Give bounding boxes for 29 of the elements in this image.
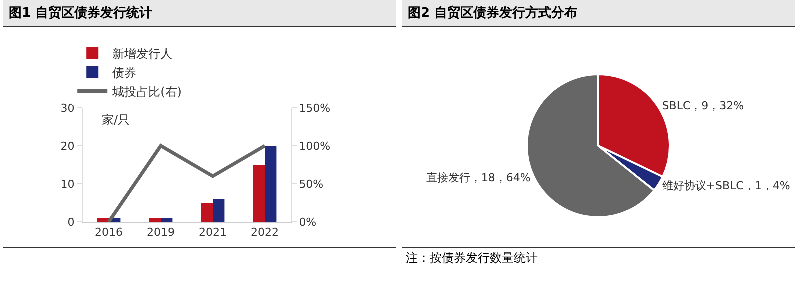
y-tick-label: 0	[68, 216, 75, 229]
chart-title: 图2 自贸区债券发行方式分布	[402, 0, 795, 27]
bar	[149, 218, 161, 222]
slice-label: 维好协议+SBLC，1，4%	[662, 179, 790, 192]
bar	[265, 146, 277, 222]
x-tick-label: 2016	[95, 226, 123, 240]
chart-title: 图1 自贸区债券发行统计	[3, 0, 396, 27]
x-tick-label: 2022	[251, 226, 279, 240]
y-tick-label: 30	[60, 102, 75, 115]
x-tick-label: 2021	[199, 226, 227, 240]
y2-tick-label: 150%	[299, 102, 331, 115]
y-tick-label: 20	[60, 140, 75, 153]
x-tick-label: 2019	[147, 226, 175, 240]
y2-tick-label: 0%	[299, 216, 317, 229]
slice-label: 直接发行，18，64%	[426, 172, 531, 185]
text: 注：按债券发行数量统计	[406, 250, 539, 267]
legend-label: 新增发行人	[112, 46, 173, 61]
y-axis-title: 家/只	[102, 113, 130, 127]
bar	[161, 218, 173, 222]
y2-tick-label: 100%	[299, 140, 331, 153]
legend-label: 债券	[112, 66, 137, 80]
bar	[97, 218, 109, 222]
bar	[201, 203, 213, 222]
slice-label: SBLC，9，32%	[662, 100, 744, 113]
bar	[213, 199, 225, 222]
bar	[253, 165, 265, 222]
legend-label: 城投占比(右)	[112, 84, 182, 99]
y2-tick-label: 50%	[299, 178, 324, 191]
y-tick-label: 10	[60, 178, 75, 191]
